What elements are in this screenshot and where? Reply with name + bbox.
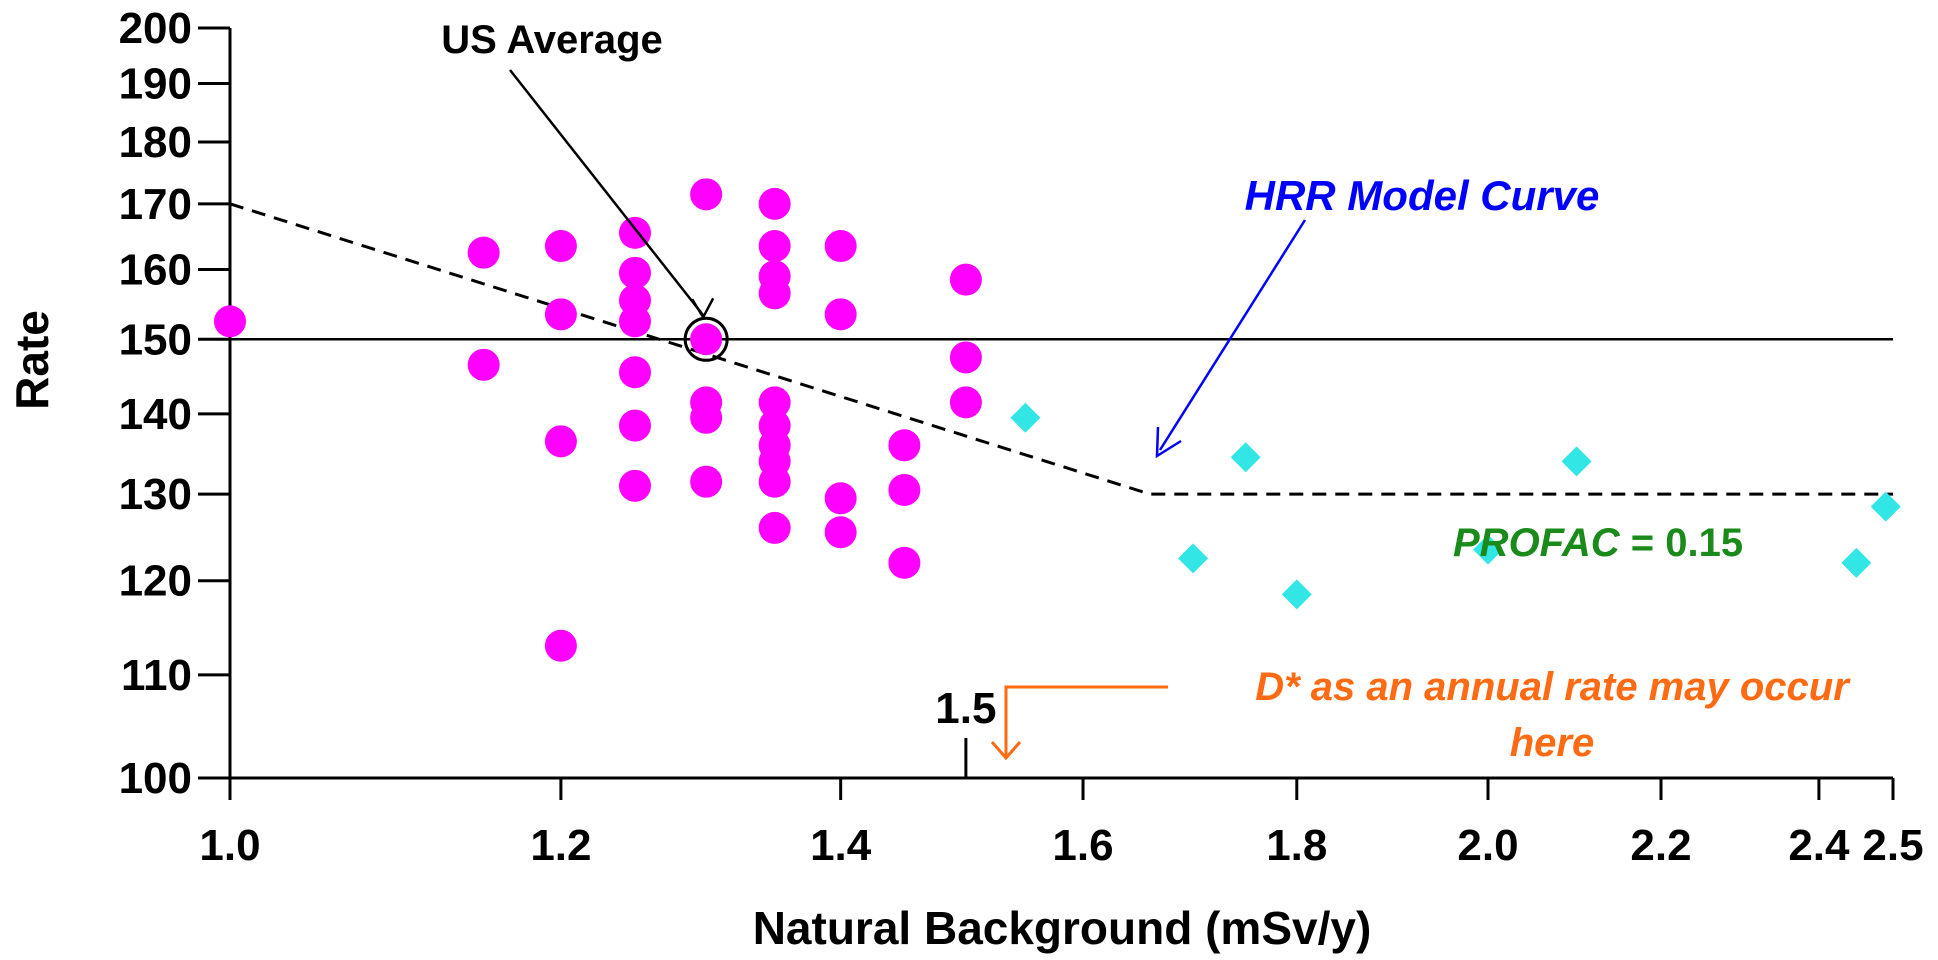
data-point-circle bbox=[888, 546, 921, 579]
data-point-circle bbox=[949, 386, 982, 419]
hrr-model-curve bbox=[229, 202, 1893, 496]
data-point-circle bbox=[758, 386, 791, 419]
data-point-circle bbox=[824, 516, 857, 549]
us-average-marker bbox=[683, 316, 729, 362]
y-tick-label: 110 bbox=[121, 651, 192, 700]
data-point-diamond bbox=[1178, 543, 1209, 574]
us-average-label: US Average bbox=[441, 18, 663, 62]
y-tick-label: 200 bbox=[119, 4, 192, 53]
x-tick-label: 1.8 bbox=[1266, 821, 1327, 870]
y-axis-title: Rate bbox=[6, 310, 58, 410]
x-tick-label: 2.4 bbox=[1788, 821, 1850, 870]
data-point-circle bbox=[949, 341, 982, 374]
data-point-diamond bbox=[1841, 547, 1872, 578]
hrr-model-curve-label: HRR Model Curve bbox=[1245, 172, 1600, 219]
data-point-circle bbox=[888, 429, 921, 462]
data-point-circle bbox=[824, 230, 857, 263]
hrr-arrow-head bbox=[1155, 426, 1182, 459]
data-point-circle bbox=[758, 465, 791, 498]
data-point-circle bbox=[544, 230, 577, 263]
d-star-arrow-head bbox=[990, 741, 1022, 761]
x-tick-label: 1.4 bbox=[810, 821, 872, 870]
profac-value: = 0.15 bbox=[1620, 521, 1743, 565]
data-point-circle bbox=[690, 465, 723, 498]
us-average-arrow-head bbox=[691, 297, 715, 320]
data-point-circle bbox=[758, 511, 791, 544]
x-tick-label: 2.5 bbox=[1862, 821, 1923, 870]
data-point-circle bbox=[618, 469, 651, 502]
x-minor-tick-label: 1.5 bbox=[935, 684, 996, 733]
d-star-label-line1: D* as an annual rate may occur bbox=[1255, 665, 1851, 709]
data-point-circle bbox=[544, 425, 577, 458]
data-points-layer bbox=[214, 178, 1901, 662]
d-star-arrow-line bbox=[1004, 685, 1168, 758]
data-point-circle bbox=[690, 401, 723, 434]
data-point-circle bbox=[618, 305, 651, 338]
x-axis-title: Natural Background (mSv/y) bbox=[753, 902, 1372, 954]
y-tick-label: 140 bbox=[119, 390, 192, 439]
x-tick-label: 2.0 bbox=[1457, 821, 1518, 870]
data-point-circle bbox=[618, 356, 651, 389]
data-point-circle bbox=[758, 277, 791, 310]
data-point-circle bbox=[618, 256, 651, 289]
data-point-circle bbox=[758, 230, 791, 263]
profac-name: PROFAC bbox=[1453, 521, 1621, 565]
y-tick-label: 150 bbox=[119, 315, 192, 364]
data-point-diamond bbox=[1561, 446, 1592, 477]
data-point-circle bbox=[618, 409, 651, 442]
data-point-circle bbox=[544, 629, 577, 662]
y-tick-label: 100 bbox=[119, 754, 192, 803]
x-tick-label: 1.0 bbox=[199, 821, 260, 870]
x-axis: 1.0 1.2 1.4 1.6 1.8 2.0 2.2 2.4 2.5 1.5 bbox=[199, 684, 1923, 870]
data-point-diamond bbox=[1473, 534, 1504, 565]
d-star-label-line2: here bbox=[1510, 721, 1595, 765]
data-point-circle bbox=[758, 187, 791, 220]
profac-label: PROFAC = 0.15 bbox=[1453, 521, 1743, 565]
data-point-diamond bbox=[1230, 442, 1261, 473]
data-point-diamond bbox=[1010, 402, 1041, 433]
y-tick-label: 120 bbox=[119, 557, 192, 606]
y-tick-label: 180 bbox=[119, 118, 192, 167]
y-tick-label: 190 bbox=[119, 60, 192, 109]
y-tick-label: 160 bbox=[119, 245, 192, 294]
data-point-circle bbox=[888, 473, 921, 506]
data-point-circle bbox=[690, 178, 723, 211]
data-point-diamond bbox=[1281, 579, 1312, 610]
data-point-circle bbox=[949, 263, 982, 296]
data-point-circle bbox=[544, 298, 577, 331]
us-average-arrow-line bbox=[509, 69, 705, 317]
y-tick-label: 130 bbox=[119, 470, 192, 519]
x-tick-label: 1.6 bbox=[1052, 821, 1113, 870]
data-point-circle bbox=[467, 236, 500, 269]
hrr-arrow-line bbox=[1158, 219, 1307, 451]
data-point-circle bbox=[824, 482, 857, 515]
x-tick-label: 2.2 bbox=[1630, 821, 1691, 870]
x-tick-label: 1.2 bbox=[530, 821, 591, 870]
data-point-circle bbox=[690, 323, 723, 356]
data-point-circle bbox=[467, 348, 500, 381]
y-tick-label: 170 bbox=[119, 180, 192, 229]
data-point-circle bbox=[824, 298, 857, 331]
y-axis: 100 110 120 130 140 150 160 170 180 190 200 bbox=[119, 4, 232, 803]
data-point-diamond bbox=[1870, 491, 1901, 522]
model-curve-layer bbox=[229, 202, 1893, 496]
data-point-circle bbox=[214, 305, 246, 338]
annotation-layer: US Average HRR Model Curve PROFAC = 0.15… bbox=[441, 18, 1851, 765]
